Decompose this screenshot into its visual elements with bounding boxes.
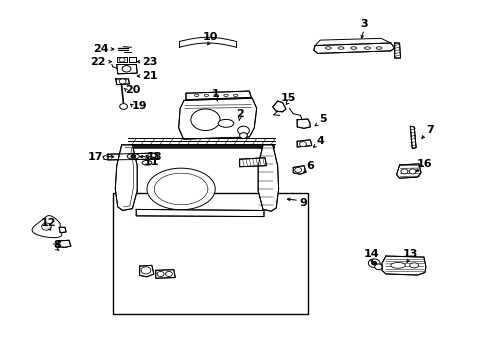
Ellipse shape: [218, 120, 233, 127]
Text: 22: 22: [90, 57, 106, 67]
Ellipse shape: [325, 47, 330, 49]
Bar: [113, 193, 307, 315]
Text: 16: 16: [416, 159, 432, 169]
Circle shape: [237, 126, 249, 135]
Ellipse shape: [214, 94, 218, 96]
Polygon shape: [129, 57, 136, 62]
Text: 19: 19: [132, 102, 147, 112]
Polygon shape: [297, 119, 310, 129]
Text: 24: 24: [93, 44, 108, 54]
Circle shape: [157, 271, 163, 276]
Polygon shape: [258, 145, 278, 211]
Circle shape: [165, 271, 172, 276]
Text: 21: 21: [142, 71, 157, 81]
Polygon shape: [136, 210, 264, 217]
Text: 7: 7: [425, 125, 433, 135]
Polygon shape: [59, 227, 66, 233]
Polygon shape: [58, 240, 71, 247]
Ellipse shape: [364, 47, 369, 49]
Polygon shape: [116, 79, 129, 85]
Ellipse shape: [390, 262, 405, 268]
Ellipse shape: [233, 94, 238, 96]
Text: 13: 13: [402, 248, 417, 258]
Text: 17: 17: [88, 152, 103, 162]
Text: 18: 18: [146, 152, 162, 162]
Circle shape: [120, 104, 127, 109]
Ellipse shape: [224, 94, 228, 96]
Circle shape: [131, 154, 136, 158]
Polygon shape: [117, 57, 127, 62]
Circle shape: [119, 58, 125, 62]
Text: 23: 23: [142, 57, 157, 67]
Circle shape: [400, 169, 407, 174]
Polygon shape: [140, 265, 154, 277]
Polygon shape: [239, 158, 266, 167]
Polygon shape: [396, 164, 420, 178]
Text: 2: 2: [235, 109, 243, 119]
Text: 12: 12: [41, 218, 56, 228]
Circle shape: [294, 167, 301, 172]
Text: 8: 8: [53, 239, 61, 249]
Text: 1: 1: [211, 89, 219, 99]
Polygon shape: [185, 91, 251, 100]
Ellipse shape: [127, 154, 139, 159]
Circle shape: [239, 133, 247, 138]
Circle shape: [299, 141, 306, 147]
Ellipse shape: [194, 94, 199, 96]
Circle shape: [367, 259, 379, 267]
Ellipse shape: [375, 47, 381, 49]
Text: 11: 11: [144, 157, 159, 167]
Circle shape: [190, 109, 220, 131]
Polygon shape: [178, 98, 256, 139]
Circle shape: [374, 264, 382, 270]
Circle shape: [141, 267, 151, 274]
Text: 3: 3: [360, 19, 367, 29]
Text: 4: 4: [316, 136, 324, 145]
Circle shape: [371, 261, 376, 265]
Text: 14: 14: [363, 248, 378, 258]
Ellipse shape: [204, 94, 208, 96]
Polygon shape: [117, 64, 137, 74]
Polygon shape: [293, 166, 305, 174]
Circle shape: [122, 66, 131, 72]
Text: 6: 6: [306, 161, 314, 171]
Polygon shape: [313, 43, 394, 53]
Polygon shape: [394, 43, 400, 58]
Polygon shape: [272, 101, 285, 112]
Text: 10: 10: [202, 32, 218, 41]
Polygon shape: [156, 270, 175, 278]
Circle shape: [41, 223, 51, 230]
Ellipse shape: [409, 263, 418, 268]
Ellipse shape: [142, 161, 152, 165]
Polygon shape: [108, 153, 158, 160]
Polygon shape: [115, 145, 137, 211]
Circle shape: [119, 79, 126, 84]
Polygon shape: [147, 168, 215, 210]
Polygon shape: [32, 216, 62, 238]
Polygon shape: [381, 256, 425, 275]
Polygon shape: [409, 126, 415, 148]
Ellipse shape: [337, 47, 343, 49]
Circle shape: [408, 169, 415, 174]
Text: 5: 5: [318, 114, 325, 124]
Polygon shape: [297, 140, 311, 147]
Text: 20: 20: [124, 85, 140, 95]
Ellipse shape: [350, 47, 356, 49]
Text: 15: 15: [280, 93, 295, 103]
Text: 9: 9: [299, 198, 306, 208]
